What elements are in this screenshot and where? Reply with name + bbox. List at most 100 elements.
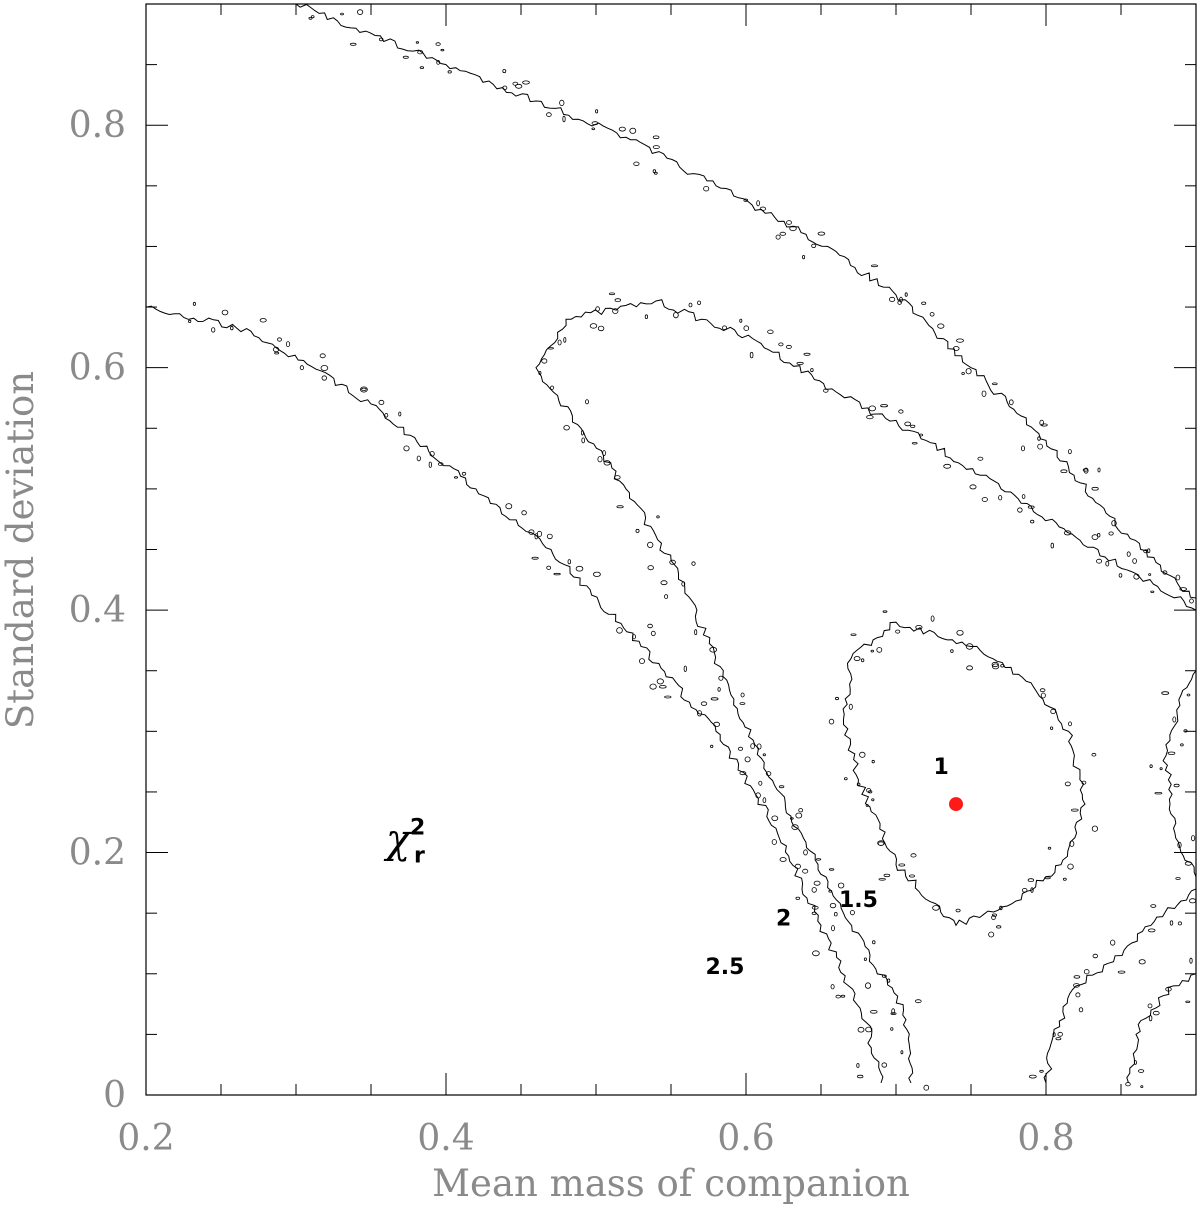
contour-speck <box>803 352 811 356</box>
contour-speck <box>652 169 657 174</box>
contour-speck <box>771 815 779 822</box>
contour-speck <box>802 255 806 260</box>
contour-speck <box>614 475 621 480</box>
axis-ticks: 0.2 0.4 0.6 0.800.20.40.60.8 <box>69 3 1197 1159</box>
contour-speck <box>602 450 606 457</box>
contour-speck <box>1037 443 1043 450</box>
contour-speck <box>710 744 714 749</box>
contour-speck <box>505 503 513 510</box>
contour-speck <box>700 701 708 706</box>
contour-speck <box>658 685 667 689</box>
contour-speck <box>1040 692 1046 699</box>
contour-speck <box>718 675 724 681</box>
contour-speck <box>778 342 784 347</box>
contour-speck <box>221 309 229 316</box>
contour-speck <box>1052 1032 1056 1037</box>
contour-label: 1 <box>934 755 949 780</box>
contour-speck <box>384 412 389 418</box>
contour-speck <box>447 70 452 74</box>
contour-speck <box>1110 939 1116 946</box>
contour-speck <box>802 868 809 874</box>
contour-speck <box>1092 953 1098 959</box>
contour-speck <box>1147 1003 1153 1009</box>
contour-speck <box>870 264 879 268</box>
contour-speck <box>796 361 804 365</box>
contour-speck <box>758 780 763 786</box>
contour-speck <box>865 982 872 989</box>
contour-speck <box>1133 1060 1137 1065</box>
contour-speck <box>904 292 908 297</box>
contour-speck <box>1060 469 1068 474</box>
contour-speck <box>856 782 861 787</box>
contour-speck <box>1189 598 1194 604</box>
contour-speck <box>910 853 917 858</box>
contour-speck <box>522 80 530 85</box>
y-tick-label: 0.6 <box>69 348 126 389</box>
contour-speck <box>965 643 974 650</box>
contour-speck <box>416 455 421 462</box>
contour-speck <box>541 358 548 364</box>
x-tick-label: 0.2 <box>117 1118 174 1159</box>
contour-speck <box>866 788 872 793</box>
contour-label: 1.5 <box>839 888 878 913</box>
contour-speck <box>697 710 703 717</box>
contour-speck <box>977 456 984 461</box>
contour-line-level-1 <box>842 621 1086 927</box>
contour-speck <box>921 301 927 305</box>
contour-speck <box>440 48 445 52</box>
chi-symbol: χ <box>383 817 413 863</box>
contour-speck <box>756 743 762 750</box>
contour-speck <box>591 121 599 126</box>
contour-speck <box>697 300 702 305</box>
contour-speck <box>1030 519 1035 524</box>
chi-square-label: χ 2 r <box>383 816 425 869</box>
contour-speck <box>647 565 654 571</box>
contour-speck <box>688 302 693 308</box>
contour-speck <box>562 115 566 123</box>
contour-speck <box>966 665 973 671</box>
contour-speck <box>1133 573 1140 580</box>
contour-speck <box>429 450 435 457</box>
contour-speck <box>767 329 774 334</box>
contour-speck <box>756 200 760 207</box>
contour-speck <box>744 756 751 763</box>
contour-speck <box>563 337 567 343</box>
contour-speck <box>965 368 972 375</box>
contour-speck <box>1118 573 1123 578</box>
contour-label: 2.5 <box>706 955 745 980</box>
contour-speck <box>1062 877 1067 881</box>
contour-speck <box>1047 846 1052 850</box>
contour-speck <box>1021 445 1026 452</box>
contour-speck <box>531 556 539 560</box>
contour-speck <box>1185 1000 1191 1004</box>
contour-speck <box>881 974 887 978</box>
contour-speck <box>639 658 646 664</box>
contour-speck <box>259 318 267 323</box>
contour-speck <box>402 55 409 59</box>
contour-speck <box>211 327 216 333</box>
contour-labels: 1 1.5 2 2.5 <box>706 755 949 980</box>
contour-speck <box>435 42 441 46</box>
contour-speck <box>877 840 885 846</box>
contour-speck <box>956 338 964 343</box>
contour-speck <box>798 808 804 813</box>
contour-label: 2 <box>776 906 791 931</box>
contour-speck <box>1075 992 1081 998</box>
contour-speck <box>597 456 603 463</box>
contour-speck <box>1138 959 1146 965</box>
contour-speck <box>996 925 1002 929</box>
contour-speck <box>762 753 766 757</box>
contour-line-level-2-5 <box>1126 973 1197 1084</box>
contour-speck <box>612 308 619 315</box>
contour-speck <box>595 306 600 312</box>
contour-speck <box>789 817 794 820</box>
contour-speck <box>943 463 952 469</box>
contour-speck <box>1186 693 1191 697</box>
contour-speck <box>950 649 954 653</box>
contour-speck <box>811 887 817 893</box>
contour-speck <box>1028 1074 1037 1079</box>
contour-speck <box>829 902 837 909</box>
contour-speck <box>538 370 542 375</box>
contour-speck <box>872 940 876 945</box>
contour-speck <box>1083 467 1089 474</box>
